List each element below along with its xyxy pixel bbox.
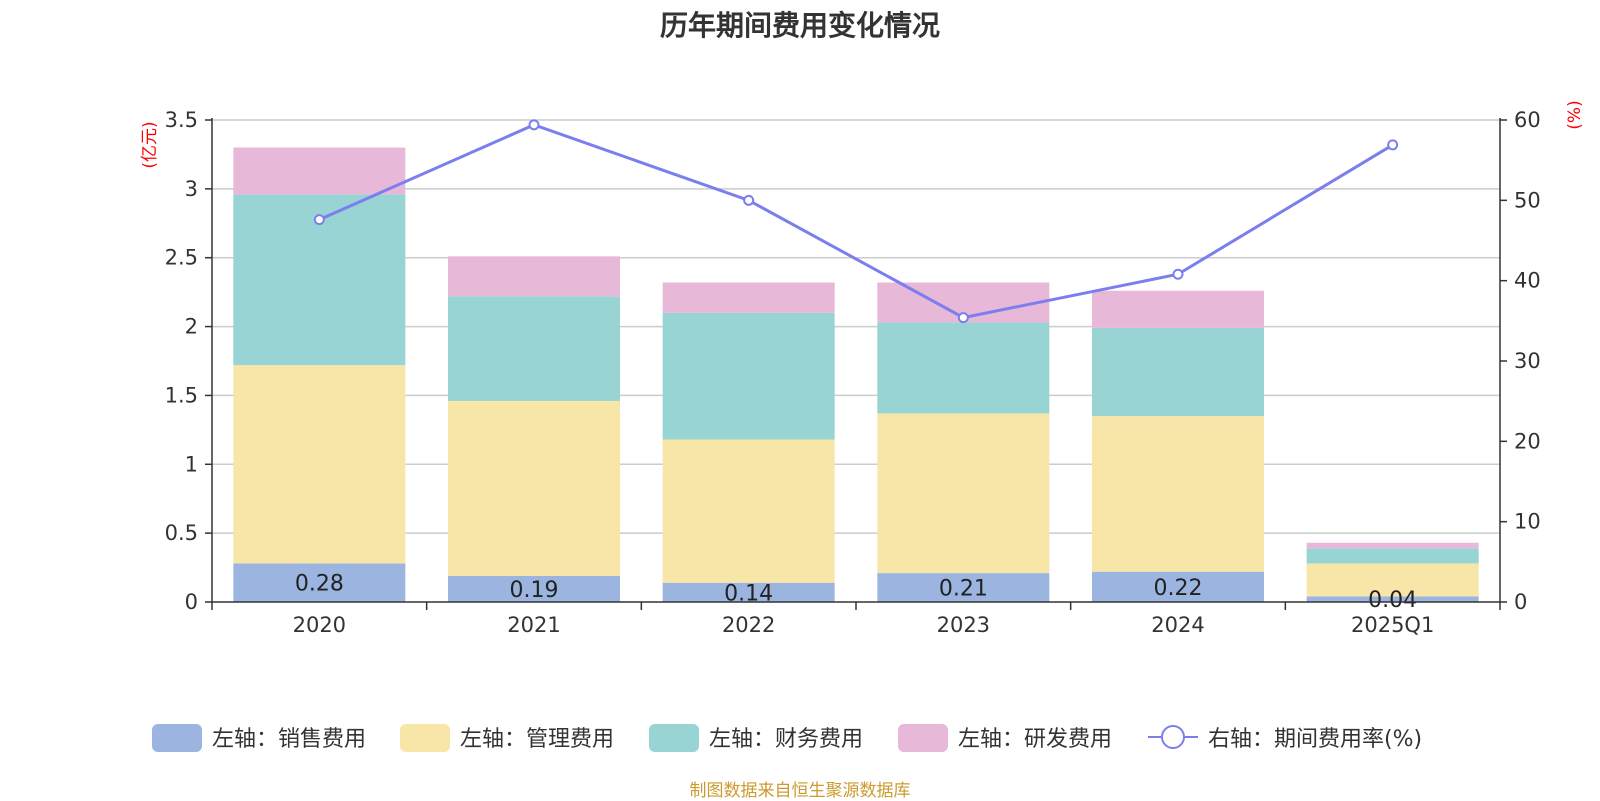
left-tick-label: 0.5	[165, 521, 198, 545]
left-tick-label: 1	[185, 452, 198, 476]
legend-swatch	[400, 724, 450, 752]
stacked-bars	[233, 147, 1479, 602]
expense-rate-point	[957, 312, 969, 324]
legend-swatch	[649, 724, 699, 752]
legend: 左轴：销售费用 左轴：管理费用 左轴：财务费用 左轴：研发费用 右轴：期间费用率(%)	[152, 724, 1422, 752]
legend-label: 左轴：研发费用	[958, 727, 1112, 752]
legend-label: 右轴：期间费用率(%)	[1208, 727, 1422, 752]
legend-swatch	[898, 724, 948, 752]
expense-rate-polyline	[318, 123, 1394, 320]
legend-label: 左轴：销售费用	[212, 727, 366, 752]
right-tick-label: 10	[1514, 510, 1541, 534]
right-axis-unit: (%)	[1565, 100, 1585, 129]
right-tick-label: 20	[1514, 429, 1541, 453]
left-tick-label: 2	[185, 315, 198, 339]
x-tick-label: 2024	[1151, 613, 1204, 637]
x-tick-label: 2021	[507, 613, 560, 637]
left-tick-label: 1.5	[165, 383, 198, 407]
chart-title: 历年期间费用变化情况	[659, 9, 940, 42]
expense-rate-point	[528, 119, 540, 131]
right-tick-label: 60	[1514, 108, 1541, 132]
right-tick-label: 40	[1514, 269, 1541, 293]
bar-value-label: 0.28	[295, 572, 344, 597]
legend-line-marker	[1161, 725, 1185, 749]
left-axis-unit: (亿元)	[140, 121, 160, 168]
bar-segment	[448, 575, 620, 602]
bar-segment	[233, 147, 406, 195]
legend-swatch	[152, 724, 202, 752]
x-tick-label: 2022	[722, 613, 775, 637]
x-tick-label: 2020	[293, 613, 346, 637]
bar-segment	[877, 413, 1050, 574]
bar-segment	[662, 312, 835, 440]
bar-segment	[877, 573, 1050, 602]
left-tick-label: 2.5	[165, 246, 198, 270]
bar-value-label: 0.21	[939, 577, 988, 602]
right-tick-label: 50	[1514, 188, 1541, 212]
bar-segment	[448, 400, 620, 576]
bar-segment	[662, 439, 835, 583]
legend-label: 左轴：财务费用	[709, 727, 863, 752]
data-labels: 0.28 0.19 0.14 0.21 0.22 0.04	[295, 572, 1417, 614]
legend-label: 左轴：管理费用	[460, 727, 614, 752]
expense-rate-point	[1172, 268, 1184, 280]
bar-segment	[1306, 542, 1479, 549]
bar-segment	[233, 365, 406, 564]
left-tick-label: 3	[185, 177, 198, 201]
left-tick-label: 0	[185, 590, 198, 614]
gridlines	[212, 119, 1500, 534]
expense-rate-point	[743, 194, 755, 206]
x-tick-label: 2025Q1	[1351, 613, 1434, 637]
bar-segment	[662, 282, 835, 313]
bar-segment	[1092, 327, 1264, 417]
data-source-footer: 制图数据来自恒生聚源数据库	[689, 781, 911, 801]
bar-segment	[1306, 548, 1479, 564]
bar-segment	[877, 322, 1050, 414]
right-tick-label: 0	[1514, 590, 1527, 614]
bar-segment	[448, 296, 620, 401]
bar-segment	[662, 582, 835, 602]
bar-value-label: 0.22	[1154, 576, 1203, 601]
x-tick-label: 2023	[937, 613, 990, 637]
bar-segment	[1092, 416, 1264, 572]
bar-segment	[1092, 290, 1264, 328]
bar-value-label: 0.04	[1368, 588, 1417, 613]
right-tick-label: 30	[1514, 349, 1541, 373]
expense-rate-line	[313, 119, 1399, 324]
expense-rate-point	[1387, 139, 1399, 151]
expense-rate-point	[313, 214, 325, 226]
bar-segment	[448, 256, 620, 297]
left-tick-label: 3.5	[165, 108, 198, 132]
bar-segment	[233, 563, 406, 602]
bar-segment	[1092, 571, 1264, 602]
bar-segment	[1306, 563, 1479, 597]
bar-value-label: 0.19	[510, 578, 559, 603]
axes: 0 0.5 1 1.5 2 2.5 3 3.5 0 10 20 30 40 50 60 2020 2021 202…	[140, 100, 1585, 637]
bar-segment	[1306, 596, 1479, 602]
